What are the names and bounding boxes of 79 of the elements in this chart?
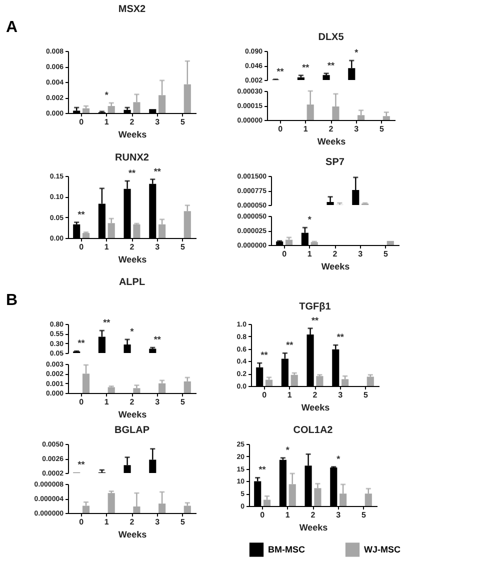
x-tick-label: 2 xyxy=(130,398,135,406)
annotation: ** xyxy=(103,318,111,328)
x-axis-title: Weeks xyxy=(321,262,350,272)
x-tick-label: 5 xyxy=(379,124,384,134)
annotation: ** xyxy=(78,460,86,470)
x-tick-label: 1 xyxy=(104,118,110,126)
x-axis-title: Weeks xyxy=(317,136,346,146)
annotation: ** xyxy=(78,209,86,220)
x-tick-label: 3 xyxy=(155,518,160,526)
annotation: ** xyxy=(311,315,319,326)
annotation: * xyxy=(354,48,359,58)
x-tick-label: 2 xyxy=(130,518,135,526)
x-tick-label: 3 xyxy=(354,124,360,134)
x-tick-label: 1 xyxy=(307,250,312,258)
x-axis-title: Weeks xyxy=(118,410,147,420)
annotation: ** xyxy=(336,332,344,342)
x-tick-label: 3 xyxy=(155,118,160,126)
annotation: ** xyxy=(78,338,86,348)
x-tick-label: 0 xyxy=(79,398,84,406)
text: B xyxy=(6,292,18,309)
chart-title: SP7 xyxy=(326,157,345,168)
annotation: ** xyxy=(260,350,268,360)
annotation: ** xyxy=(276,66,284,76)
annotation: ** xyxy=(286,340,294,350)
x-tick-label: 0 xyxy=(79,518,84,526)
x-tick-label: 3 xyxy=(338,390,344,400)
x-tick-label: 5 xyxy=(180,518,186,526)
annotation: ** xyxy=(258,464,266,475)
annotation: * xyxy=(286,444,290,455)
x-axis-title: Weeks xyxy=(118,530,147,540)
annotation: * xyxy=(308,214,312,225)
x-tick-label: 1 xyxy=(285,510,290,520)
chart-title: ALPL xyxy=(118,277,146,288)
chart-title: MSX2 xyxy=(118,4,146,15)
x-tick-label: 0 xyxy=(282,250,288,258)
x-tick-label: 0 xyxy=(79,242,84,252)
x-axis-title: Weeks xyxy=(118,130,147,140)
x-tick-label: 5 xyxy=(383,250,388,258)
x-tick-label: 5 xyxy=(180,242,186,252)
annotation: ** xyxy=(154,166,162,176)
annotation: ** xyxy=(154,334,162,345)
legend-label: BM-MSC xyxy=(268,544,306,555)
x-tick-label: 1 xyxy=(287,390,292,400)
x-tick-label: 2 xyxy=(312,390,318,400)
x-tick-label: 2 xyxy=(332,250,338,258)
x-tick-label: 5 xyxy=(363,390,368,400)
x-axis-title: Weeks xyxy=(301,402,330,412)
x-tick-label: 1 xyxy=(303,124,308,134)
annotation: ** xyxy=(128,168,136,178)
x-tick-label: 3 xyxy=(336,510,342,520)
x-tick-label: 5 xyxy=(180,398,186,406)
x-tick-label: 1 xyxy=(104,242,110,252)
x-tick-label: 1 xyxy=(104,398,110,406)
x-tick-label: 3 xyxy=(155,242,160,252)
x-tick-label: 3 xyxy=(358,250,364,258)
x-tick-label: 2 xyxy=(130,242,135,252)
x-tick-label: 2 xyxy=(310,510,316,520)
chart-title: DLX5 xyxy=(318,32,344,43)
annotation: ** xyxy=(327,60,335,70)
annotation: * xyxy=(130,326,134,336)
x-tick-label: 0 xyxy=(79,118,84,126)
legend-label: WJ-MSC xyxy=(364,544,401,555)
x-tick-label: 2 xyxy=(130,118,135,126)
chart-title: COL1A2 xyxy=(293,425,334,436)
annotation: * xyxy=(104,90,109,100)
text: A xyxy=(6,19,18,36)
chart-title: RUNX2 xyxy=(115,152,150,164)
x-tick-label: 5 xyxy=(180,118,186,126)
x-tick-label: 5 xyxy=(361,510,366,520)
chart-title: TGFβ1 xyxy=(299,301,332,312)
x-tick-label: 3 xyxy=(155,398,160,406)
annotation: ** xyxy=(302,62,310,72)
x-tick-label: 0 xyxy=(278,124,284,134)
x-tick-label: 2 xyxy=(328,124,334,134)
x-tick-label: 1 xyxy=(104,518,110,526)
x-axis-title: Weeks xyxy=(299,522,328,532)
x-axis-title: Weeks xyxy=(118,254,147,264)
chart-title: BGLAP xyxy=(114,425,150,436)
annotation: * xyxy=(336,454,341,464)
